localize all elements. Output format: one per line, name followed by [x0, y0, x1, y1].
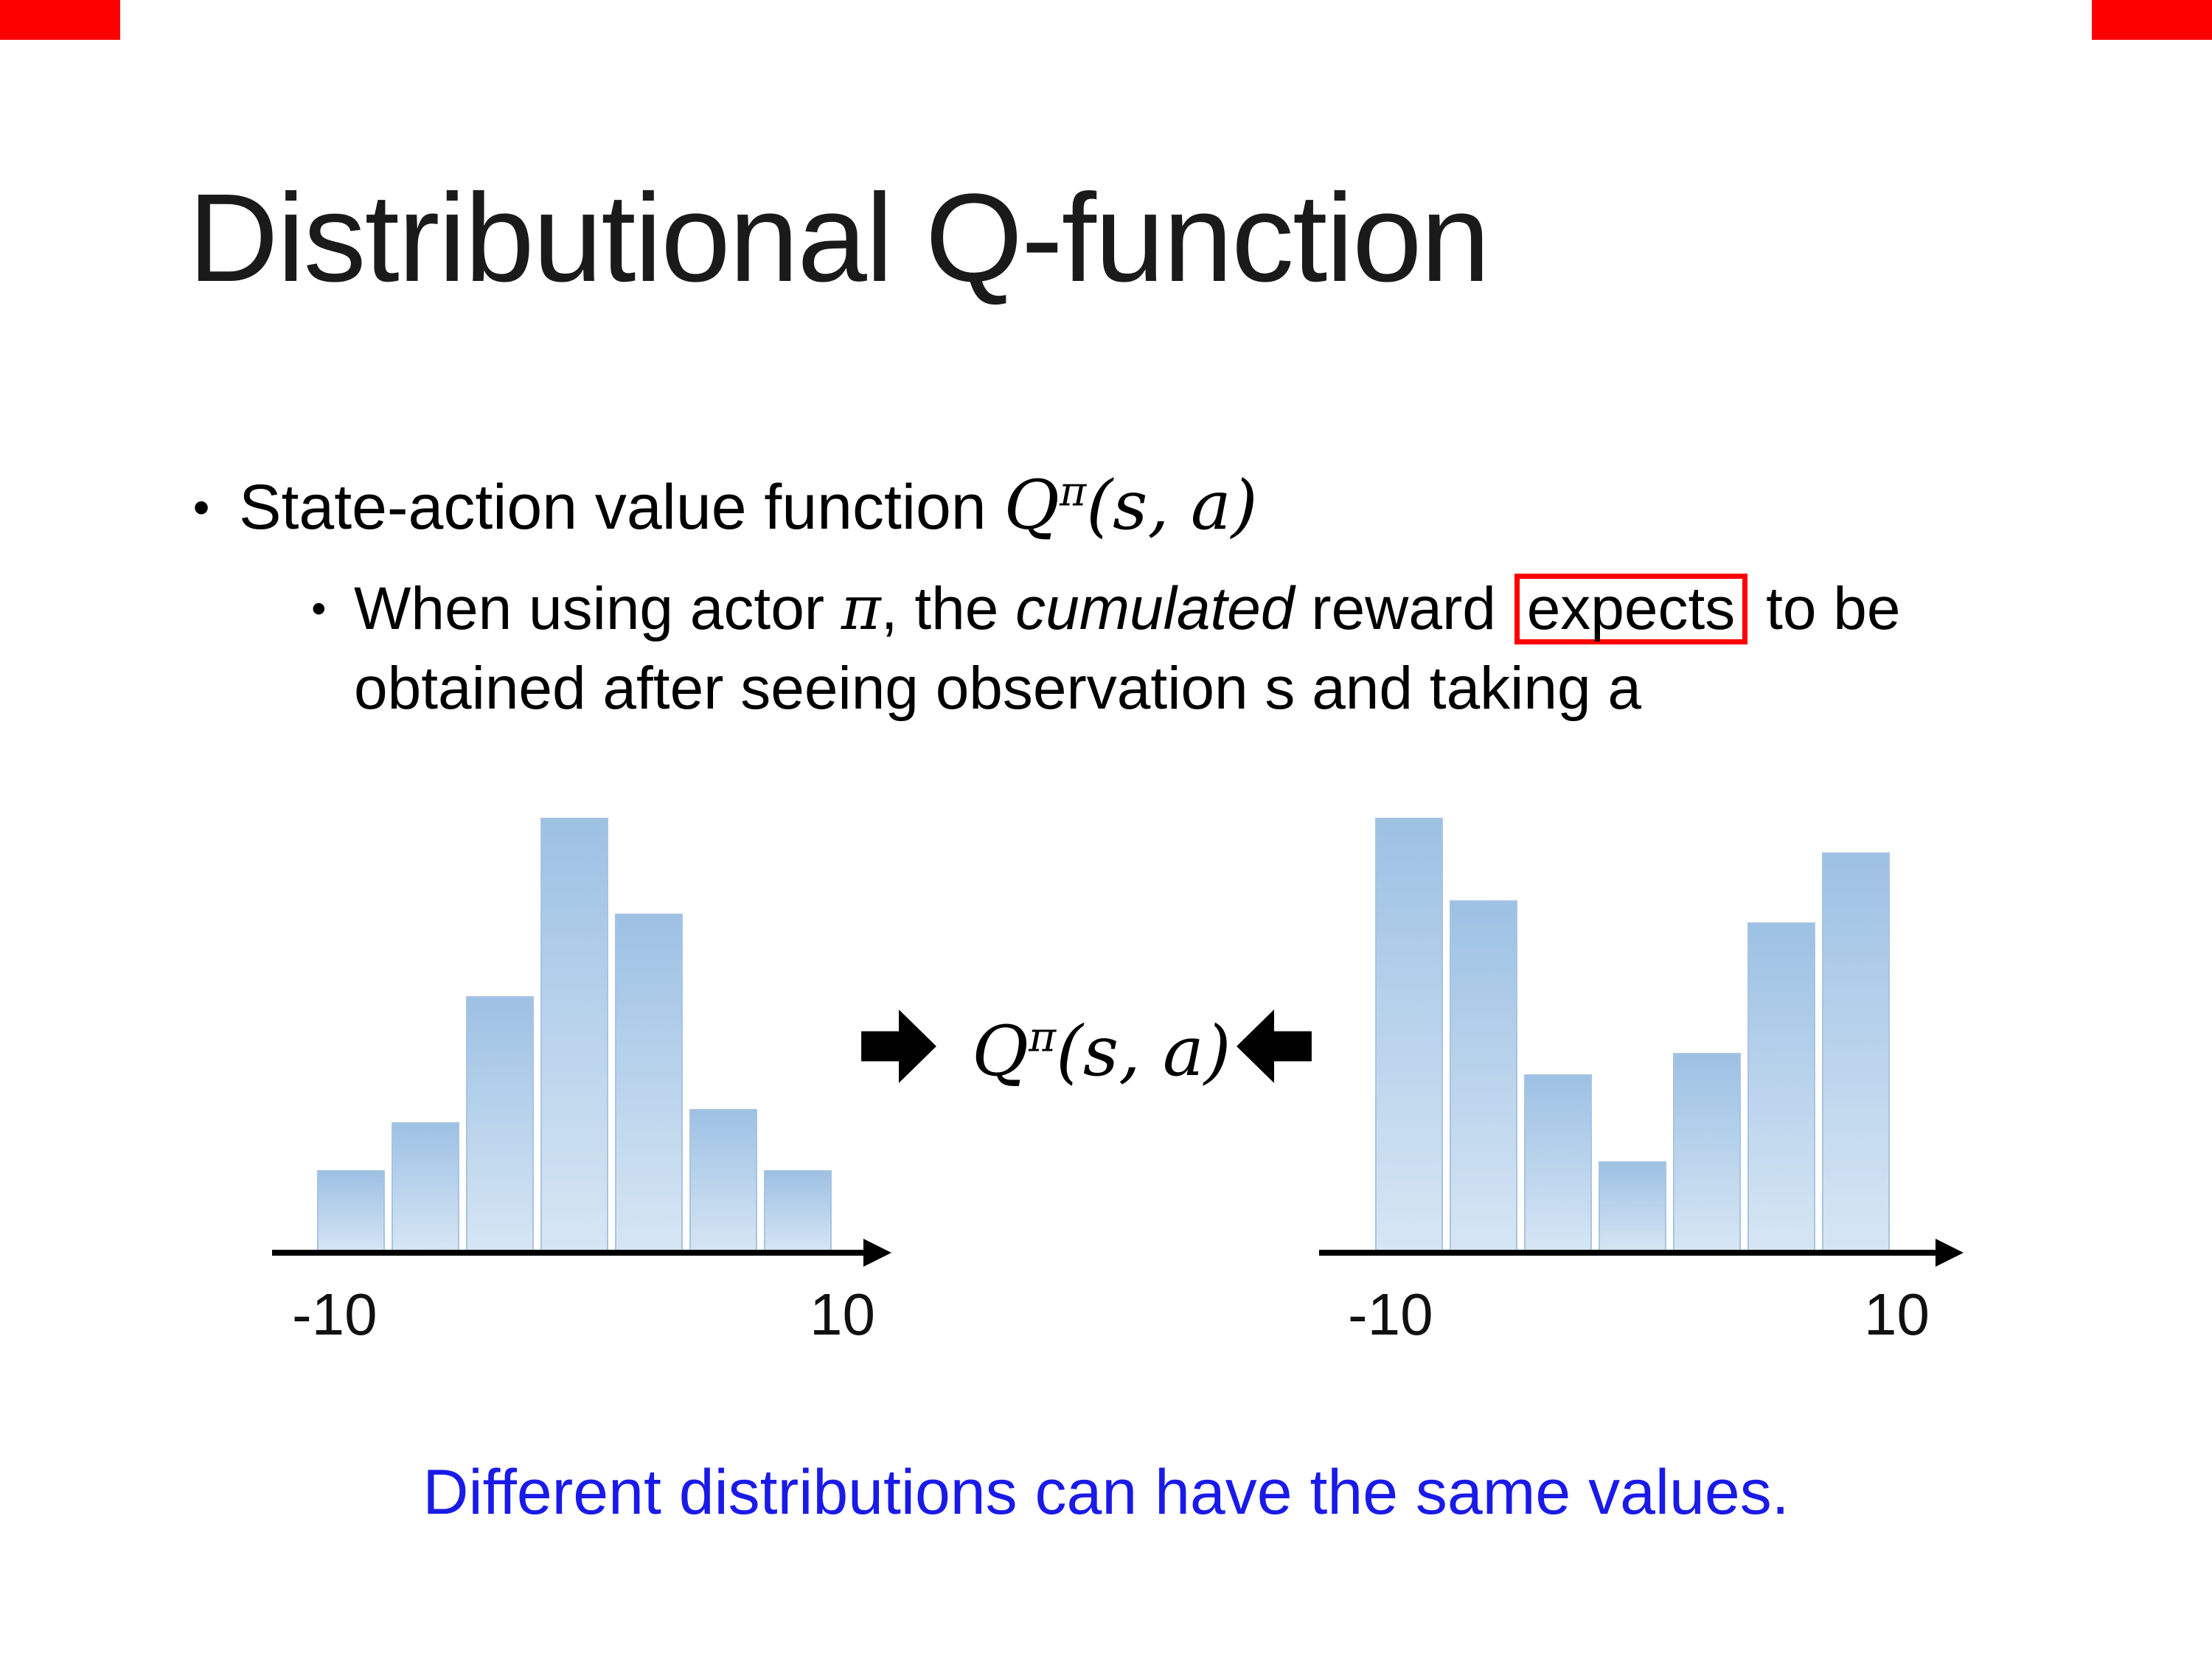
- histogram-bar: [1450, 900, 1517, 1253]
- math-pi: π: [841, 574, 881, 644]
- left-axis-min-label: -10: [292, 1281, 378, 1347]
- page-title: Distributional Q-function: [188, 168, 1490, 308]
- left-histogram: [317, 813, 832, 1253]
- bullet-when-using-actor: • When using actor π, the cumulated rewar…: [308, 569, 1976, 728]
- histogram-bar: [689, 1109, 757, 1253]
- red-corner-bar-right: [2092, 0, 2212, 40]
- histogram-bar: [317, 1170, 385, 1253]
- right-histogram: [1375, 813, 1890, 1253]
- histogram-bar: [1599, 1161, 1666, 1253]
- arrow-left-icon: [1237, 1009, 1312, 1083]
- math-args: (s, a): [1056, 1012, 1231, 1092]
- qpi-equation: Qπ(s, a): [972, 1012, 1231, 1092]
- left-axis-max-label: 10: [810, 1281, 875, 1347]
- math-pi-superscript: π: [1059, 468, 1087, 516]
- bullet-marker: •: [311, 585, 327, 633]
- histogram-bar: [1524, 1074, 1592, 1253]
- right-x-axis: [1319, 1239, 1964, 1267]
- red-highlight-box: expects: [1514, 574, 1748, 644]
- right-axis-max-label: 10: [1864, 1281, 1930, 1347]
- bullet2-part4: to be obtained after seeing observation …: [354, 575, 1901, 723]
- histogram-bar: [1375, 818, 1443, 1253]
- bullet1-text: State-action value function: [239, 472, 1004, 543]
- math-q: Q: [1004, 466, 1060, 545]
- footer-note: Different distributions can have the sam…: [422, 1457, 1790, 1528]
- histogram-bar: [615, 914, 683, 1253]
- right-axis-min-label: -10: [1348, 1281, 1433, 1347]
- histogram-bar: [1822, 852, 1890, 1253]
- bullet-state-action-value: • State-action value function Qπ(s, a): [190, 466, 1258, 545]
- histogram-bar: [1747, 922, 1815, 1253]
- q-pi-math: Qπ(s, a): [1004, 466, 1258, 545]
- bullet-marker: •: [192, 481, 210, 535]
- bullet2-part3: reward: [1294, 575, 1513, 642]
- math-args: (s, a): [1086, 466, 1258, 545]
- bullet2-italic-word: cumulated: [1015, 575, 1295, 642]
- bullet2-part2: , the: [880, 575, 1016, 642]
- red-corner-bar-left: [0, 0, 120, 40]
- left-x-axis: [272, 1239, 891, 1267]
- histogram-bar: [392, 1122, 459, 1253]
- histogram-bar: [466, 996, 534, 1253]
- bullet2-part1: When using actor: [354, 575, 841, 642]
- math-q: Q: [972, 1012, 1029, 1092]
- math-pi-superscript: π: [1029, 1013, 1057, 1062]
- histogram-bar: [540, 818, 608, 1253]
- arrow-right-icon: [861, 1009, 936, 1083]
- histogram-bar: [764, 1170, 832, 1253]
- histogram-bar: [1673, 1053, 1741, 1253]
